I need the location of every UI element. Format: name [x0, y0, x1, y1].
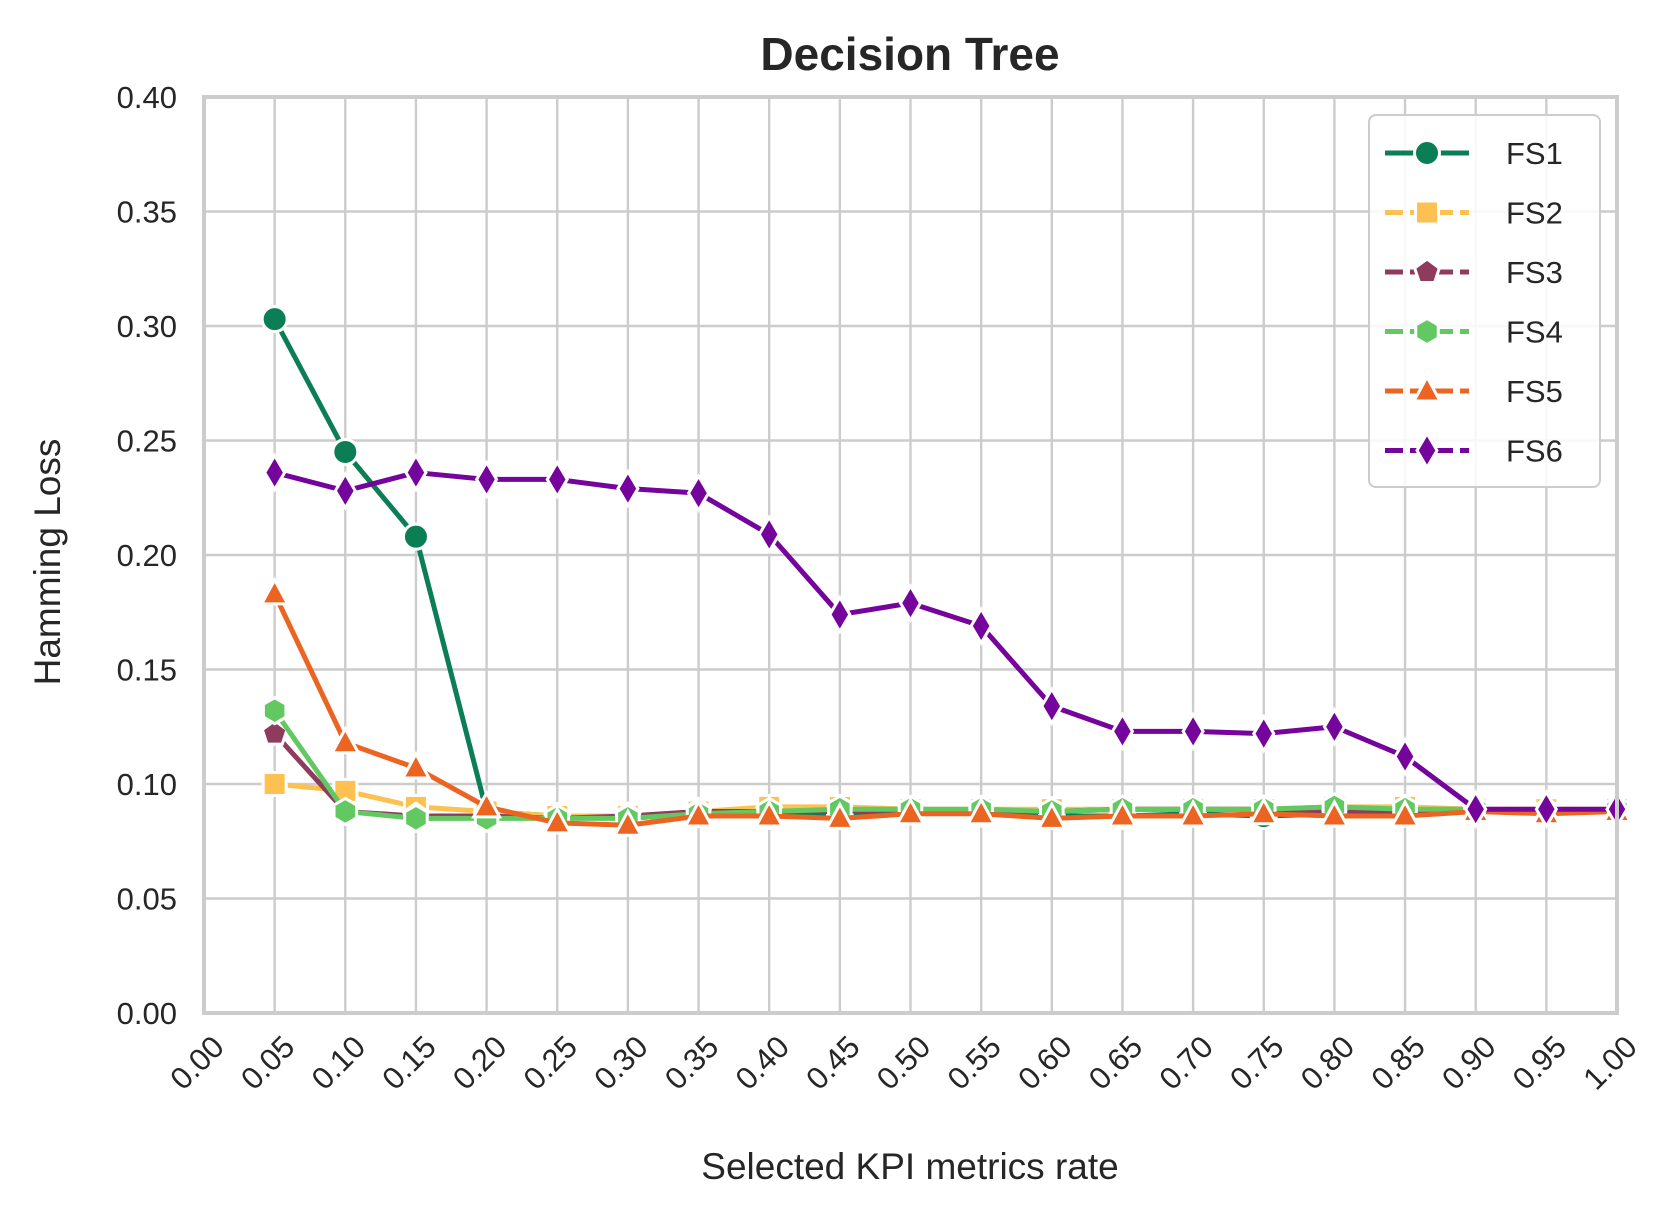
- data-point-fs6: [828, 594, 852, 635]
- data-point-fs6: [898, 583, 923, 624]
- data-point-fs5: [329, 725, 361, 755]
- legend-marker-fs3: [1412, 257, 1442, 285]
- plot-frame: [202, 95, 1619, 1015]
- data-point-fs5: [1177, 798, 1209, 828]
- series-layer: [259, 305, 1633, 837]
- legend-marker-fs1: [1413, 139, 1441, 167]
- y-tick-label: 0.05: [117, 882, 177, 917]
- series-line-fs5: [272, 591, 1620, 828]
- y-tick-label: 0.20: [117, 538, 177, 573]
- data-point-fs6: [1463, 789, 1488, 830]
- data-point-fs6: [474, 459, 499, 500]
- data-point-fs5: [753, 798, 785, 828]
- data-point-fs6: [1040, 686, 1064, 727]
- data-point-fs5: [1036, 801, 1068, 830]
- legend-label: FS6: [1506, 434, 1563, 469]
- data-point-fs6: [1252, 713, 1276, 754]
- legend-label: FS4: [1506, 315, 1563, 350]
- legend-label: FS2: [1506, 196, 1563, 231]
- data-point-fs5: [824, 801, 856, 830]
- data-point-fs6: [616, 468, 640, 509]
- data-point-fs4: [261, 695, 288, 726]
- legend-item-fs3: FS3: [1385, 255, 1563, 290]
- legend-item-fs6: FS6: [1385, 430, 1563, 471]
- y-tick-label: 0.10: [117, 767, 177, 802]
- data-point-fs5: [541, 805, 573, 835]
- data-point-fs5: [1318, 798, 1350, 828]
- data-point-fs4: [332, 796, 359, 827]
- data-point-fs5: [683, 798, 715, 828]
- data-point-fs5: [894, 796, 927, 826]
- data-point-fs6: [757, 514, 781, 555]
- legend-marker-fs5: [1411, 373, 1443, 403]
- data-point-fs5: [612, 808, 644, 837]
- legend-marker-fs4: [1414, 316, 1440, 347]
- data-point-fs5: [1106, 798, 1138, 828]
- data-point-fs4: [403, 803, 429, 834]
- data-point-fs6: [1393, 736, 1417, 777]
- data-point-fs5: [1389, 798, 1421, 828]
- data-point-fs1: [401, 522, 430, 551]
- data-point-fs6: [262, 452, 287, 493]
- y-tick-label: 0.15: [117, 653, 177, 688]
- legend-label: FS1: [1506, 136, 1563, 171]
- data-point-fs6: [333, 470, 358, 511]
- legend-label: FS3: [1506, 255, 1563, 290]
- data-point-fs5: [471, 789, 503, 819]
- legend-item-fs1: FS1: [1385, 136, 1563, 171]
- legend-box: [1368, 114, 1601, 488]
- data-point-fs6: [1322, 706, 1347, 747]
- y-tick-label: 0.00: [117, 996, 177, 1031]
- legend-label: FS5: [1506, 374, 1563, 409]
- legend-item-fs4: FS4: [1385, 315, 1563, 350]
- data-point-fs5: [1248, 796, 1280, 826]
- data-point-fs6: [1181, 711, 1205, 752]
- data-point-fs6: [1534, 789, 1559, 830]
- x-axis-label: Selected KPI metrics rate: [701, 1146, 1118, 1187]
- data-point-fs6: [969, 606, 993, 646]
- legend-item-fs5: FS5: [1385, 373, 1563, 409]
- plot-border: [202, 95, 1619, 1015]
- y-axis-label: Hamming Loss: [27, 439, 68, 686]
- chart-title: Decision Tree: [760, 28, 1059, 80]
- data-point-fs1: [331, 437, 360, 466]
- data-point-fs6: [1110, 711, 1135, 752]
- series-fs6: [262, 452, 1629, 830]
- legend-item-fs2: FS2: [1385, 196, 1563, 231]
- data-point-fs1: [260, 305, 289, 334]
- y-tick-label: 0.40: [117, 80, 177, 115]
- legend-marker-fs2: [1414, 199, 1440, 226]
- data-point-fs6: [686, 473, 711, 514]
- data-point-fs6: [545, 459, 569, 500]
- data-point-fs5: [259, 576, 291, 606]
- series-line-fs6: [272, 470, 1620, 812]
- legend-marker-fs6: [1415, 430, 1439, 471]
- data-point-fs2: [261, 771, 288, 797]
- y-tick-label: 0.25: [117, 424, 177, 459]
- data-point-fs6: [404, 452, 428, 493]
- legend: FS1 FS2 FS3 FS4 FS5 FS6: [1368, 114, 1601, 488]
- data-point-fs5: [965, 796, 997, 826]
- y-tick-label: 0.30: [117, 309, 177, 344]
- data-point-fs5: [400, 750, 432, 780]
- y-tick-label: 0.35: [117, 195, 177, 230]
